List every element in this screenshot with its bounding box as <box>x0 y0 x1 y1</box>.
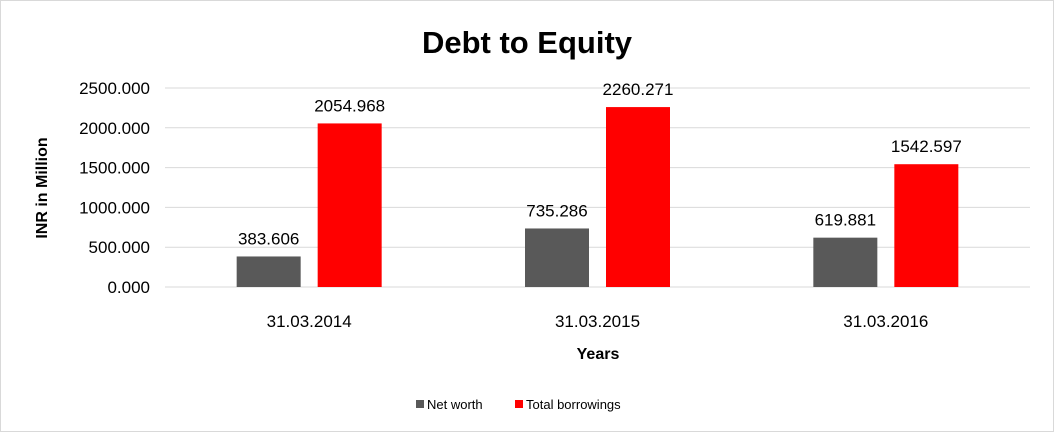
y-tick-label: 1000.000 <box>79 198 150 217</box>
data-label: 1542.597 <box>891 137 962 156</box>
chart-title: Debt to Equity <box>422 25 633 60</box>
y-tick-label: 2000.000 <box>79 119 150 138</box>
x-tick-label: 31.03.2016 <box>843 312 928 331</box>
legend-label: Net worth <box>427 397 483 412</box>
legend-swatch <box>416 400 424 408</box>
bar-net-worth <box>813 237 878 287</box>
data-label: 735.286 <box>526 201 587 220</box>
legend-label: Total borrowings <box>526 397 621 412</box>
y-tick-label: 1500.000 <box>79 159 150 178</box>
y-tick-label: 2500.000 <box>79 79 150 98</box>
data-label: 619.881 <box>815 211 876 230</box>
bar-total-borrowings <box>317 123 382 287</box>
y-tick-label: 0.000 <box>107 278 150 297</box>
y-axis-label: INR in Million <box>34 137 51 238</box>
bar-net-worth <box>236 256 301 287</box>
data-label: 2054.968 <box>314 96 385 115</box>
data-label: 2260.271 <box>603 80 674 99</box>
x-axis-label: Years <box>577 346 620 363</box>
y-tick-label: 500.000 <box>89 238 150 257</box>
x-tick-label: 31.03.2014 <box>267 312 352 331</box>
data-label: 383.606 <box>238 229 299 248</box>
bar-total-borrowings <box>606 107 670 287</box>
legend-swatch <box>515 400 523 408</box>
x-tick-label: 31.03.2015 <box>555 312 640 331</box>
bar-total-borrowings <box>894 164 959 287</box>
bar-net-worth <box>525 228 589 287</box>
